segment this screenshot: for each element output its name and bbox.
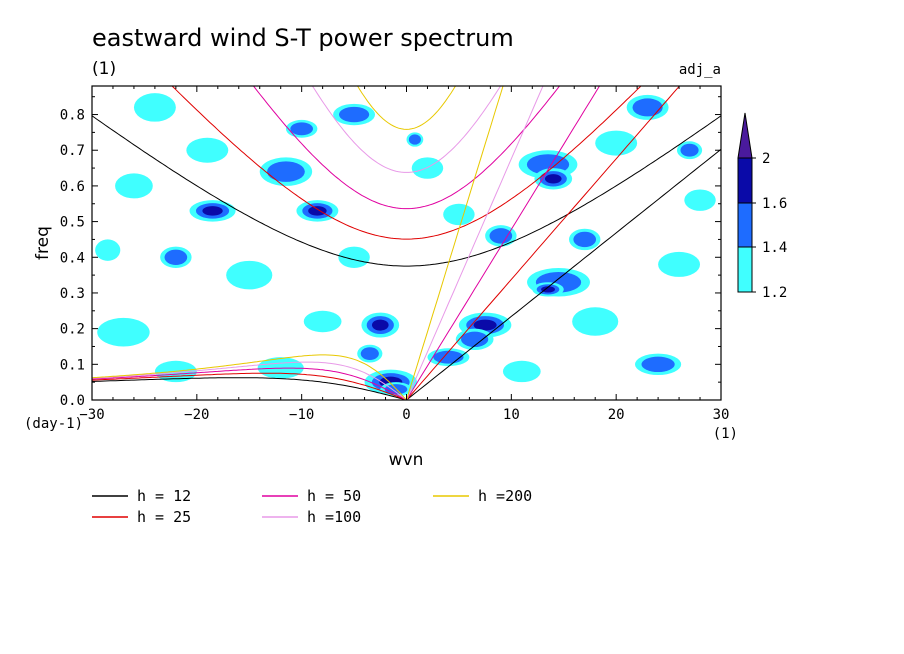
heat-blob-22-level-1 bbox=[115, 173, 153, 199]
heat-blob-29-level-1 bbox=[595, 130, 638, 156]
x-tick-label-3: 0 bbox=[402, 407, 410, 423]
spectrum-heatmap bbox=[95, 93, 716, 397]
y-tick-label-1: 0.1 bbox=[60, 357, 85, 373]
x-axis-label: wvn bbox=[389, 450, 424, 470]
colorbar-band-1 bbox=[737, 246, 753, 293]
x-tick-label-5: 20 bbox=[608, 407, 625, 423]
kelvin-curve-12 bbox=[406, 148, 721, 400]
dispersion-curves bbox=[92, 86, 721, 400]
y-tick-label-3: 0.3 bbox=[60, 286, 85, 302]
kelvin-curve-100 bbox=[406, 86, 544, 400]
heat-blob-9-level-3 bbox=[371, 319, 389, 331]
colorbar-label-2: 1.6 bbox=[762, 196, 787, 212]
heat-blob-39-level-2 bbox=[408, 134, 421, 145]
y-tick-label-6: 0.6 bbox=[60, 179, 85, 195]
y-axis-unit: (day-1) bbox=[24, 416, 83, 432]
heat-blob-10-level-2 bbox=[360, 347, 379, 361]
heat-blob-24-level-1 bbox=[303, 310, 342, 333]
heat-blob-18-level-1 bbox=[97, 317, 150, 347]
heat-blob-2-level-3 bbox=[473, 319, 497, 331]
legend-label-25: h = 25 bbox=[137, 508, 191, 526]
experiment-tag: adj_a bbox=[679, 62, 721, 78]
colorbar: 1.2 1.4 1.6 2 bbox=[737, 112, 787, 301]
heat-blob-16-level-2 bbox=[632, 98, 663, 117]
x-axis: −30 −20 −10 0 10 20 30 bbox=[79, 86, 729, 423]
heat-blob-3-level-2 bbox=[461, 331, 489, 348]
heat-blob-12-level-3 bbox=[308, 206, 327, 216]
gravity-curve-100 bbox=[311, 86, 502, 173]
heat-blob-37-level-2 bbox=[680, 143, 699, 157]
heat-blob-15-level-2 bbox=[489, 228, 513, 244]
heat-blob-32-level-1 bbox=[502, 360, 541, 383]
gravity-curve-200 bbox=[356, 86, 457, 130]
x-tick-label-4: 10 bbox=[503, 407, 520, 423]
y-tick-label-7: 0.7 bbox=[60, 143, 85, 159]
heat-blob-33-level-1 bbox=[338, 246, 370, 268]
y-tick-label-2: 0.2 bbox=[60, 322, 85, 338]
chart-title: eastward wind S-T power spectrum bbox=[92, 24, 514, 52]
heat-blob-14-level-2 bbox=[338, 106, 370, 123]
gravity-curve-50 bbox=[252, 86, 561, 210]
heat-blob-20-level-1 bbox=[226, 260, 273, 290]
heat-blob-27-level-1 bbox=[658, 251, 701, 277]
x-tick-label-0: −30 bbox=[79, 407, 104, 423]
rossby-curve-12 bbox=[92, 377, 407, 400]
curve-legend: h = 12 h = 25 h = 50 h =100 h =200 bbox=[92, 487, 532, 526]
colorbar-label-3: 2 bbox=[762, 151, 770, 167]
heat-blob-17-level-2 bbox=[641, 356, 675, 373]
legend-label-200: h =200 bbox=[478, 487, 532, 505]
heat-blob-26-level-1 bbox=[572, 307, 619, 336]
heat-blob-6-level-3 bbox=[544, 174, 562, 184]
legend-label-50: h = 50 bbox=[307, 487, 361, 505]
chart-subtitle: (1) bbox=[92, 59, 116, 79]
heat-blob-30-level-1 bbox=[95, 239, 121, 261]
kelvin-curve-200 bbox=[406, 86, 504, 400]
kelvin-curve-25 bbox=[406, 86, 681, 400]
heat-blob-38-level-2 bbox=[290, 122, 313, 136]
y-tick-label-5: 0.5 bbox=[60, 215, 85, 231]
x-axis-unit: (1) bbox=[713, 426, 738, 442]
heat-blob-36-level-2 bbox=[573, 231, 597, 248]
colorbar-label-1: 1.4 bbox=[762, 240, 787, 256]
y-axis: 0.0 0.1 0.2 0.3 0.4 0.5 0.6 0.7 0.8 bbox=[60, 96, 721, 409]
heat-blob-8-level-3 bbox=[541, 286, 555, 293]
heat-blob-11-level-3 bbox=[202, 206, 223, 216]
x-tick-label-1: −20 bbox=[184, 407, 209, 423]
legend-label-100: h =100 bbox=[307, 508, 361, 526]
colorbar-band-2 bbox=[737, 202, 753, 248]
x-tick-label-6: 30 bbox=[713, 407, 730, 423]
legend-label-12: h = 12 bbox=[137, 487, 191, 505]
y-axis-label: freq bbox=[33, 226, 53, 260]
kelvin-curve-50 bbox=[406, 86, 601, 400]
heat-blob-23-level-1 bbox=[133, 93, 176, 122]
heat-blob-4-level-2 bbox=[433, 350, 464, 364]
colorbar-extend-arrow bbox=[737, 112, 753, 159]
rossby-curve-50 bbox=[92, 367, 407, 400]
rossby-curve-100 bbox=[92, 361, 407, 400]
heat-blob-28-level-1 bbox=[684, 189, 716, 211]
heat-blob-35-level-2 bbox=[164, 249, 188, 265]
heat-blob-21-level-1 bbox=[186, 137, 229, 163]
gravity-curve-12 bbox=[92, 115, 721, 267]
y-tick-label-0: 0.0 bbox=[60, 393, 85, 409]
gravity-curve-25 bbox=[171, 86, 642, 240]
colorbar-band-3 bbox=[737, 157, 753, 204]
rossby-curve-200 bbox=[92, 354, 407, 400]
y-tick-label-4: 0.4 bbox=[60, 250, 85, 266]
colorbar-label-0: 1.2 bbox=[762, 285, 787, 301]
x-tick-label-2: −10 bbox=[289, 407, 314, 423]
heat-blob-13-level-2 bbox=[267, 161, 305, 182]
rossby-curve-25 bbox=[92, 372, 407, 400]
heat-blob-34-level-1 bbox=[443, 203, 475, 226]
y-tick-label-8: 0.8 bbox=[60, 108, 85, 124]
